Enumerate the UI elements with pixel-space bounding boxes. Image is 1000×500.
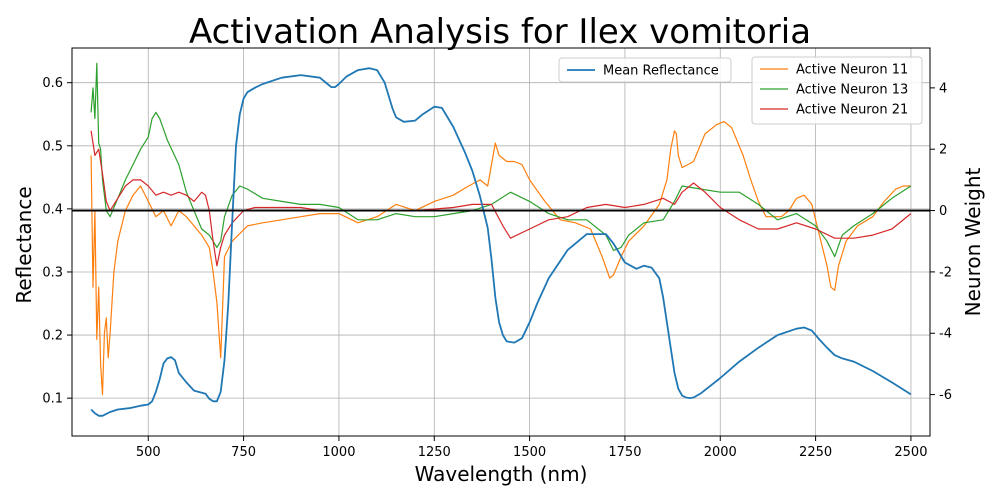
x-tick-label: 1000 bbox=[322, 445, 355, 460]
x-tick-label: 750 bbox=[231, 445, 256, 460]
y-tick-label: 0.5 bbox=[42, 139, 63, 154]
x-axis: 500 750 1000 1250 1500 1750 2000 2250 2500 bbox=[136, 436, 927, 460]
legend-left: Mean Reflectance bbox=[558, 57, 732, 83]
x-tick-label: 2000 bbox=[704, 445, 737, 460]
y-axis-right: -6 -4 -2 0 2 4 bbox=[930, 81, 952, 403]
legend-label: Active Neuron 11 bbox=[796, 63, 908, 78]
x-tick-label: 1250 bbox=[418, 445, 451, 460]
x-tick-label: 2250 bbox=[799, 445, 832, 460]
series-line-active-neuron-11 bbox=[90, 121, 911, 396]
y2-tick-label: -4 bbox=[939, 327, 952, 342]
y2-tick-label: -2 bbox=[939, 265, 952, 280]
series-line-active-neuron-13 bbox=[90, 62, 912, 258]
y-axis-left: 0.1 0.2 0.3 0.4 0.5 0.6 bbox=[42, 76, 72, 407]
legend-box bbox=[558, 57, 732, 83]
y2-tick-label: 0 bbox=[939, 204, 947, 219]
x-axis-label: Wavelength (nm) bbox=[415, 462, 588, 486]
legend-right: Active Neuron 11 Active Neuron 13 Active N… bbox=[751, 56, 923, 125]
x-tick-label: 500 bbox=[136, 445, 161, 460]
y-tick-label: 0.4 bbox=[42, 202, 63, 217]
legend-label: Active Neuron 21 bbox=[796, 103, 908, 118]
legend-label: Active Neuron 13 bbox=[796, 83, 908, 98]
x-tick-label: 1750 bbox=[608, 445, 641, 460]
legend-box bbox=[751, 56, 923, 125]
y-tick-label: 0.3 bbox=[42, 265, 63, 280]
y-tick-label: 0.6 bbox=[42, 76, 63, 91]
chart-title: Activation Analysis for Ilex vomitoria bbox=[189, 12, 811, 52]
y-axis-label: Reflectance bbox=[12, 186, 36, 303]
y2-tick-label: -6 bbox=[939, 388, 952, 403]
y-tick-label: 0.1 bbox=[42, 392, 63, 407]
y-tick-label: 0.2 bbox=[42, 329, 63, 344]
legend-label: Mean Reflectance bbox=[603, 64, 719, 79]
plot-frame bbox=[71, 47, 931, 437]
x-tick-label: 1500 bbox=[513, 445, 546, 460]
y2-tick-label: 2 bbox=[939, 143, 947, 158]
y2-tick-label: 4 bbox=[939, 81, 947, 96]
x-tick-label: 2500 bbox=[894, 445, 927, 460]
y2-axis-label: Neuron Weight bbox=[961, 168, 985, 317]
series-line-mean-reflectance bbox=[90, 67, 912, 417]
